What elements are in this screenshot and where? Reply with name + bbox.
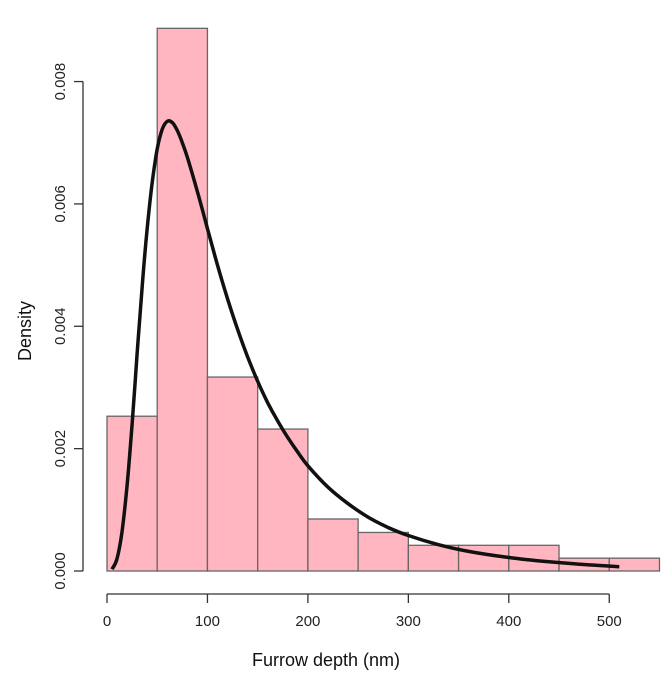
y-tick-label: 0.006 <box>52 185 69 223</box>
histogram-bar-7 <box>407 544 460 572</box>
y-tick-label: 0.002 <box>52 430 69 468</box>
x-tick-label: 0 <box>103 613 111 630</box>
density-curve <box>110 119 620 571</box>
histogram-bar-11 <box>608 557 661 572</box>
x-axis: 0 100 200 300 400 500 <box>103 593 622 630</box>
y-tick-label: 0.008 <box>52 63 69 101</box>
histogram-bar-5 <box>307 518 359 572</box>
x-tick-label: 200 <box>295 613 320 630</box>
x-tick-label: 100 <box>195 613 220 630</box>
histogram-bar-6 <box>357 531 409 572</box>
x-tick-label: 500 <box>597 613 622 630</box>
y-tick-label: 0.000 <box>52 552 69 590</box>
x-tick-label: 400 <box>496 613 521 630</box>
x-tick-label: 300 <box>396 613 421 630</box>
histogram-bar-3 <box>206 376 259 572</box>
y-axis-title: Density <box>15 301 35 361</box>
histogram-bar-2 <box>156 27 209 572</box>
y-axis: 0.000 0.002 0.004 0.006 0.008 <box>52 63 84 590</box>
y-tick-label: 0.004 <box>52 308 69 346</box>
histogram-bar-4 <box>257 428 309 572</box>
histogram-bars <box>106 27 661 572</box>
x-axis-title: Furrow depth (nm) <box>252 650 400 670</box>
